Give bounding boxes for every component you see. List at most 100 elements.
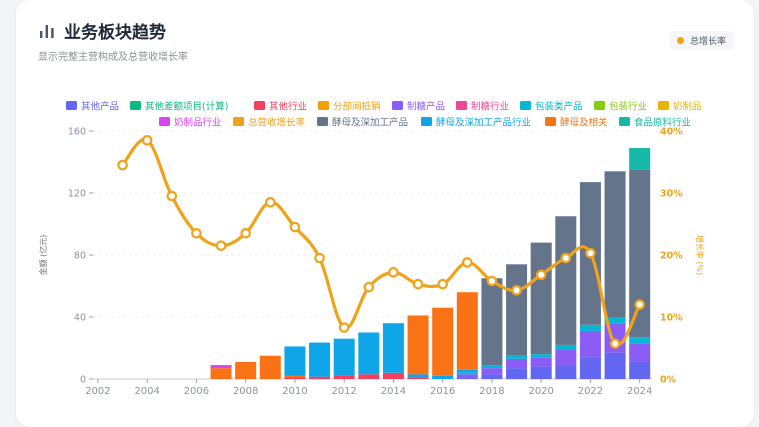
legend-label: 总营收增长率 bbox=[248, 117, 306, 129]
legend-swatch bbox=[456, 101, 467, 110]
growth-point bbox=[141, 135, 153, 146]
chart-subtitle: 显示完整主营构成及总营收增长率 bbox=[38, 52, 188, 63]
y-tick-label: 120 bbox=[68, 189, 86, 200]
bar-segment bbox=[530, 366, 552, 379]
x-tick-label: 2006 bbox=[184, 386, 209, 397]
bar-segment bbox=[456, 372, 478, 375]
bar-segment bbox=[210, 368, 232, 379]
bar-segment bbox=[530, 357, 552, 367]
growth-point bbox=[609, 338, 621, 349]
bar-segment bbox=[604, 352, 626, 379]
legend-swatch bbox=[520, 101, 531, 110]
bar-segment bbox=[259, 355, 281, 379]
x-tick-label: 2022 bbox=[578, 386, 603, 397]
bar-segment bbox=[481, 368, 503, 375]
bar-segment bbox=[629, 169, 651, 338]
x-tick-label: 2020 bbox=[528, 386, 553, 397]
growth-point bbox=[265, 197, 276, 208]
bar-segment bbox=[284, 377, 306, 379]
growth-point bbox=[634, 299, 645, 310]
y2-tick-label: 0% bbox=[660, 375, 677, 386]
bar-segment bbox=[432, 307, 454, 376]
bar-segment bbox=[481, 278, 503, 366]
bar-segment bbox=[284, 375, 306, 378]
y-tick-label: 0 bbox=[80, 375, 86, 386]
bar-segment bbox=[506, 358, 528, 369]
bar-segment bbox=[506, 355, 528, 359]
growth-legend-label: 总增长率 bbox=[689, 37, 726, 47]
bar-segment bbox=[555, 349, 577, 366]
x-tick-label: 2012 bbox=[331, 386, 356, 397]
bar-segment bbox=[210, 365, 232, 369]
y-tick-label: 80 bbox=[74, 251, 86, 262]
legend-swatch bbox=[254, 101, 265, 110]
growth-point bbox=[240, 228, 251, 239]
legend-label: 其他产品 bbox=[81, 101, 119, 113]
bar-segment bbox=[456, 369, 478, 373]
bar-segment bbox=[358, 374, 380, 379]
bar-segment bbox=[382, 323, 404, 373]
bar-segment bbox=[555, 365, 577, 379]
growth-legend-chip[interactable]: 总增长率 bbox=[668, 31, 734, 50]
growth-point bbox=[166, 190, 178, 202]
x-tick-label: 2014 bbox=[381, 386, 406, 397]
growth-point bbox=[338, 322, 350, 333]
legend-swatch bbox=[130, 101, 141, 110]
legend-label: 制糖产品 bbox=[407, 101, 445, 113]
legend-label: 奶制品 bbox=[673, 101, 702, 113]
bar-segment bbox=[629, 343, 651, 362]
x-tick-label: 2008 bbox=[233, 386, 258, 397]
title-row: 业务板块趋势 bbox=[38, 18, 166, 43]
growth-point bbox=[437, 278, 448, 290]
y2-tick-label: 20% bbox=[660, 251, 683, 262]
bar-segment bbox=[284, 346, 306, 376]
legend-label: 酵母及相关 bbox=[560, 117, 608, 129]
bar-segment bbox=[309, 376, 331, 379]
bar-segment bbox=[629, 361, 651, 379]
legend-label: 制糖行业 bbox=[471, 101, 509, 113]
y2-tick-label: 10% bbox=[660, 313, 683, 324]
y-tick-label: 40 bbox=[74, 313, 86, 324]
growth-point bbox=[117, 159, 128, 171]
bar-segment bbox=[555, 344, 577, 350]
bar-segment bbox=[629, 148, 651, 170]
y2-tick-label: 40% bbox=[660, 127, 683, 138]
x-tick-label: 2004 bbox=[134, 386, 159, 397]
legend-label: 奶制品行业 bbox=[174, 117, 222, 129]
bar-segment bbox=[358, 332, 380, 375]
growth-point bbox=[289, 221, 301, 233]
bar-segment bbox=[333, 338, 355, 376]
growth-point bbox=[412, 278, 424, 290]
growth-point bbox=[511, 285, 522, 296]
growth-point bbox=[462, 257, 473, 268]
legend-label: 食品原料行业 bbox=[634, 117, 691, 129]
bar-segment bbox=[506, 368, 528, 379]
x-tick-label: 2002 bbox=[85, 386, 110, 397]
bar-segment bbox=[530, 354, 552, 358]
y-tick-label: 160 bbox=[68, 127, 86, 138]
bar-segment bbox=[579, 324, 601, 331]
growth-line bbox=[121, 138, 642, 347]
bar-segment bbox=[481, 365, 503, 369]
bar-segment bbox=[629, 337, 651, 344]
bar-segment bbox=[382, 372, 404, 379]
bar-segment bbox=[235, 361, 257, 379]
growth-dot-icon bbox=[676, 37, 684, 44]
bar-segment bbox=[456, 377, 478, 379]
legend-label: 包装类产品 bbox=[535, 101, 583, 113]
legend-swatch bbox=[66, 101, 77, 110]
legend-swatch bbox=[159, 117, 170, 126]
x-tick-label: 2024 bbox=[627, 386, 652, 397]
growth-point bbox=[585, 247, 596, 259]
growth-point bbox=[314, 252, 325, 264]
legend-label: 分部间抵销 bbox=[333, 101, 381, 113]
legend-swatch bbox=[233, 117, 244, 126]
bar-segment bbox=[506, 264, 528, 356]
bar-segment bbox=[456, 292, 478, 370]
y-axis-title: 金额 (亿元) bbox=[38, 235, 48, 276]
bar-segment bbox=[555, 216, 577, 345]
legend-label: 酵母及深加工产品行业 bbox=[436, 117, 531, 129]
bar-segment bbox=[407, 377, 429, 379]
legend-swatch bbox=[392, 101, 403, 110]
